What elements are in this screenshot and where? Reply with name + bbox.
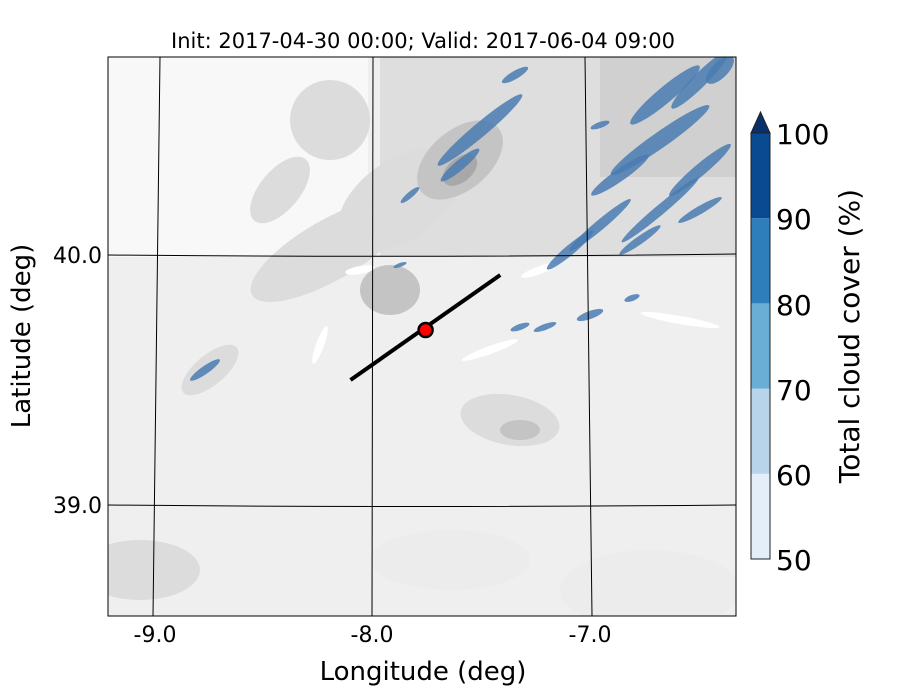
map-frame <box>107 56 737 617</box>
cloud-cover-fill <box>190 57 734 381</box>
colorbar-segment <box>751 218 770 304</box>
colorbar-tick-label: 100 <box>776 118 829 151</box>
colorbar-extend-arrow <box>750 110 771 134</box>
x-tick-label: -7.0 <box>569 623 612 648</box>
cloud-patch <box>621 177 699 243</box>
latitude-gridline <box>108 253 736 257</box>
gridlines <box>108 57 736 616</box>
y-tick-label: 39.0 <box>53 494 102 519</box>
river-valley <box>312 326 328 364</box>
colorbar-label: Total cloud cover (%) <box>833 189 866 484</box>
cloud-patch <box>440 148 480 182</box>
cloud-patch <box>501 66 529 84</box>
cloud-patch <box>619 225 661 255</box>
terrain-contour <box>370 530 530 590</box>
river-valley <box>461 339 519 361</box>
x-tick-label: -9.0 <box>134 623 177 648</box>
colorbar-segment <box>751 303 770 389</box>
cloud-patch <box>669 143 731 197</box>
terrain-contour <box>500 420 540 440</box>
cloud-patch <box>576 308 604 322</box>
colorbar-segment <box>751 473 770 559</box>
colorbar-tick-label: 70 <box>776 374 812 407</box>
cloud-patch <box>510 322 530 332</box>
cloud-patch <box>590 120 610 130</box>
cloud-patch <box>437 94 523 166</box>
x-axis-label: Longitude (deg) <box>320 657 527 687</box>
terrain-contour <box>560 550 736 616</box>
x-tick-label: -8.0 <box>351 623 394 648</box>
y-axis-label: Latitude (deg) <box>7 244 37 429</box>
cloud-patch <box>706 57 734 84</box>
longitude-gridline <box>371 57 374 616</box>
colorbar-tick-label: 80 <box>776 289 812 322</box>
latitude-gridline <box>108 504 736 507</box>
colorbar-tick-label: 50 <box>776 544 812 577</box>
terrain-contour <box>290 80 370 160</box>
cloud-patch <box>678 197 722 223</box>
colorbar-segment <box>751 133 770 219</box>
cloud-patch <box>546 230 594 270</box>
longitude-gridline <box>152 57 161 616</box>
location-marker <box>417 321 434 339</box>
river-valley <box>345 265 375 275</box>
colorbar-segment <box>751 388 770 474</box>
plot-title: Init: 2017-04-30 00:00; Valid: 2017-06-0… <box>171 29 675 53</box>
y-tick-label: 40.0 <box>53 244 102 269</box>
terrain-contour <box>360 265 420 315</box>
river-valley <box>640 312 720 328</box>
cloud-patch <box>533 322 557 332</box>
colorbar-tick-label: 90 <box>776 203 812 236</box>
cloud-patch <box>610 104 710 176</box>
cloud-patch <box>400 186 420 204</box>
cloud-patch <box>624 294 640 302</box>
colorbar-frame <box>750 132 771 560</box>
cloud-patch <box>630 65 700 125</box>
longitude-gridline <box>584 57 593 616</box>
cloud-patch <box>393 261 407 269</box>
cloud-patch <box>591 154 649 196</box>
cloud-patch <box>190 359 220 381</box>
terrain-contour <box>108 540 200 600</box>
colorbar <box>750 110 771 560</box>
colorbar-tick-label: 60 <box>776 459 812 492</box>
terrain-contour <box>250 156 310 224</box>
